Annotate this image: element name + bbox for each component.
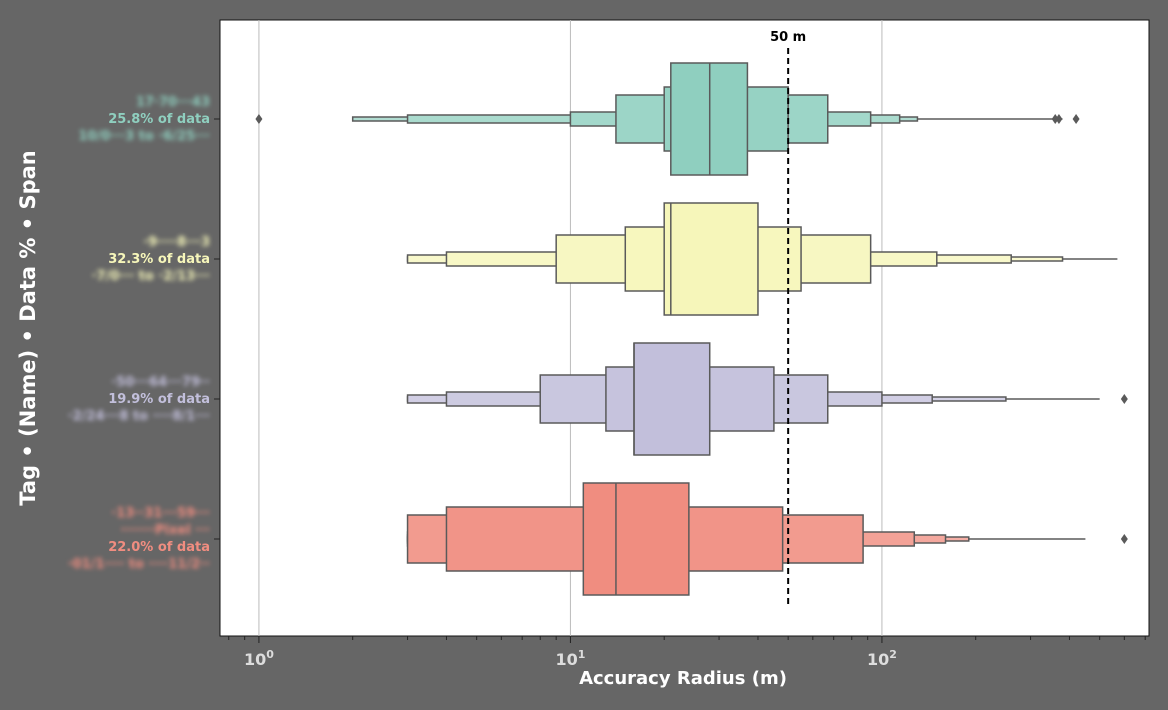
category-label-line: 19.9% of data	[108, 391, 210, 407]
x-tick-label-0: 100	[244, 648, 274, 669]
category-label-line: ·01/1···· to ····11/2··	[67, 557, 210, 572]
box-3-0	[582, 482, 690, 596]
x-tick-label-1: 101	[555, 648, 585, 669]
boxen-layer	[255, 62, 1128, 596]
category-label-line: ·2/24···8 to ····8/1···	[67, 408, 210, 424]
box-2-0	[633, 342, 711, 456]
outlier-0-1	[1051, 114, 1059, 124]
category-label-3: ·13··31···59··· ·······Pixel ··· 22.0% of …	[68, 505, 210, 573]
box-1-0	[663, 202, 759, 316]
category-label-line: 25.8% of data	[108, 111, 210, 127]
x-tick-label-2: 102	[867, 648, 897, 669]
reference-layer: 50 m	[770, 30, 806, 608]
category-label-line: 22.0% of data	[108, 540, 210, 555]
outlier-2-0	[1120, 394, 1128, 404]
boxen-3	[406, 482, 1128, 596]
category-label-2: ·50···64···79·· 19.9% of data ·2/24···8 to…	[68, 374, 210, 425]
outlier-0-2	[1055, 114, 1063, 124]
category-label-line: ·50···64···79··	[111, 374, 210, 390]
category-label-line: 32.3% of data	[108, 251, 210, 267]
boxen-0	[255, 62, 1080, 176]
category-label-line: ·9····8···3	[143, 234, 210, 250]
x-axis-label: Accuracy Radius (m)	[579, 668, 787, 689]
outlier-3-0	[1120, 534, 1128, 544]
category-label-line: ·13··31···59···	[111, 506, 210, 521]
reference-line-label: 50 m	[770, 30, 806, 45]
category-label-line: ·······Pixel ···	[120, 523, 210, 538]
outlier-0-3	[1072, 114, 1080, 124]
y-axis-label: Tag • (Name) • Data % • Span	[16, 150, 40, 506]
category-label-line: ·7/0··· to ·2/13···	[91, 268, 210, 284]
category-label-0: 17·70···43 25.8% of data 10/0···3 to ·6/25…	[78, 94, 210, 145]
category-label-line: 10/0···3 to ·6/25···	[78, 128, 210, 144]
outlier-0-0	[255, 114, 263, 124]
boxen-2	[406, 342, 1128, 456]
category-label-1: ·9····8···3 32.3% of data ·7/0··· to ·2/13…	[92, 234, 210, 285]
x-axis: 100 101 102	[214, 118, 1146, 669]
category-label-line: 17·70···43	[135, 94, 210, 110]
boxen-1	[406, 202, 1118, 316]
